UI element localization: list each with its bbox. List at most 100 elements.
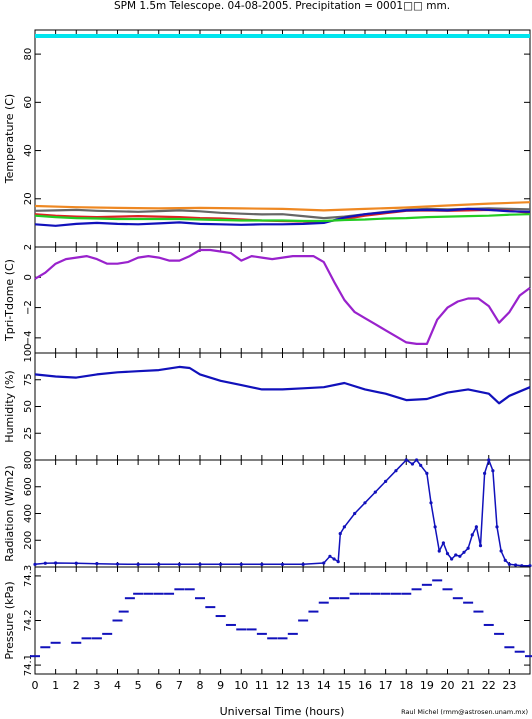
data-point: [494, 632, 505, 635]
series-line-6: [34, 213, 531, 223]
data-point: [504, 646, 515, 649]
data-point: [236, 628, 247, 631]
data-point: [260, 562, 264, 566]
data-point: [81, 637, 92, 640]
panel-frame: [34, 459, 531, 568]
data-point: [380, 592, 391, 595]
y-tick-label: 400: [23, 504, 34, 523]
data-point: [246, 628, 257, 631]
data-point: [421, 583, 432, 586]
x-tick-label: 15: [337, 679, 351, 692]
panel-frame: [34, 352, 531, 461]
y-axis-label: Humidity (%): [3, 370, 16, 442]
data-point: [102, 632, 113, 635]
data-point: [483, 471, 487, 475]
series-line-5: [34, 207, 531, 227]
panel-3: 25 50 75 100 Humidity (%): [3, 343, 531, 461]
data-point: [353, 511, 357, 516]
data-point: [339, 597, 350, 600]
data-point: [133, 592, 144, 595]
data-point: [473, 610, 484, 613]
data-point: [470, 533, 474, 537]
data-point: [112, 619, 123, 622]
data-point: [458, 554, 462, 558]
panel-1: 20 40 60 80 Temperature (C): [3, 29, 531, 248]
y-tick-label: 74.3: [23, 565, 34, 587]
x-tick-label: 2: [73, 679, 80, 692]
y-tick-label: 74.2: [23, 609, 34, 631]
x-tick-label: 5: [135, 679, 142, 692]
data-point: [301, 562, 305, 566]
data-point: [332, 557, 336, 561]
data-point: [442, 588, 453, 591]
data-point: [338, 531, 342, 536]
data-point: [499, 549, 503, 553]
x-tick-label: 14: [317, 679, 331, 692]
data-point: [432, 579, 443, 582]
x-tick-label: 6: [155, 679, 162, 692]
y-tick-label: 0: [23, 274, 34, 280]
data-point: [50, 641, 61, 644]
x-tick-label: 23: [502, 679, 516, 692]
data-point: [514, 650, 525, 653]
y-axis-label: Radiation (W/m2): [3, 465, 16, 561]
data-point: [157, 562, 161, 566]
data-point: [164, 592, 175, 595]
data-point: [454, 553, 458, 557]
data-point: [419, 463, 423, 467]
x-tick-label: 4: [114, 679, 121, 692]
y-tick-label: 600: [23, 477, 34, 496]
x-tick-label: 13: [296, 679, 310, 692]
data-point: [495, 525, 499, 529]
data-point: [328, 554, 332, 558]
data-point: [411, 588, 422, 591]
data-point: [115, 562, 120, 566]
data-point: [280, 562, 285, 566]
series-line-2: [34, 201, 531, 212]
data-point: [329, 597, 340, 600]
data-point: [478, 544, 483, 548]
chart-title: SPM 1.5m Telescope. 04-08-2005. Precipit…: [114, 0, 450, 12]
data-point: [507, 562, 511, 566]
y-tick-label: 74.1: [23, 654, 34, 676]
data-point: [308, 610, 319, 613]
data-point: [153, 592, 164, 595]
data-point: [184, 588, 195, 591]
data-point: [174, 588, 185, 591]
data-point: [520, 564, 524, 568]
data-point: [525, 655, 532, 658]
data-point: [205, 606, 216, 609]
data-point: [95, 562, 99, 566]
y-tick-label: 40: [23, 144, 34, 157]
y-tick-label: 25: [23, 427, 34, 440]
data-point: [483, 623, 494, 626]
data-point: [143, 592, 154, 595]
x-tick-label: 12: [276, 679, 290, 692]
data-point: [384, 479, 388, 483]
data-point: [491, 469, 495, 473]
data-point: [462, 550, 466, 554]
series-line-1: [34, 365, 531, 405]
y-tick-label: 2: [23, 244, 34, 250]
data-point: [429, 501, 433, 505]
data-point: [390, 592, 401, 595]
x-tick-label: 22: [482, 679, 496, 692]
y-tick-label: 50: [23, 400, 34, 413]
data-point: [336, 560, 340, 564]
data-point: [215, 615, 226, 618]
data-point: [349, 592, 360, 595]
y-tick-label: −4: [23, 330, 34, 345]
x-tick-label: 19: [420, 679, 434, 692]
data-point: [318, 601, 329, 604]
x-tick-label: 20: [441, 679, 455, 692]
data-point: [43, 561, 47, 565]
data-point: [487, 458, 491, 462]
y-tick-label: 75: [23, 373, 34, 386]
data-point: [118, 610, 129, 613]
data-point: [450, 557, 454, 561]
data-point: [441, 541, 445, 545]
data-point: [322, 561, 326, 565]
y-axis-label: Temperature (C): [3, 94, 16, 184]
